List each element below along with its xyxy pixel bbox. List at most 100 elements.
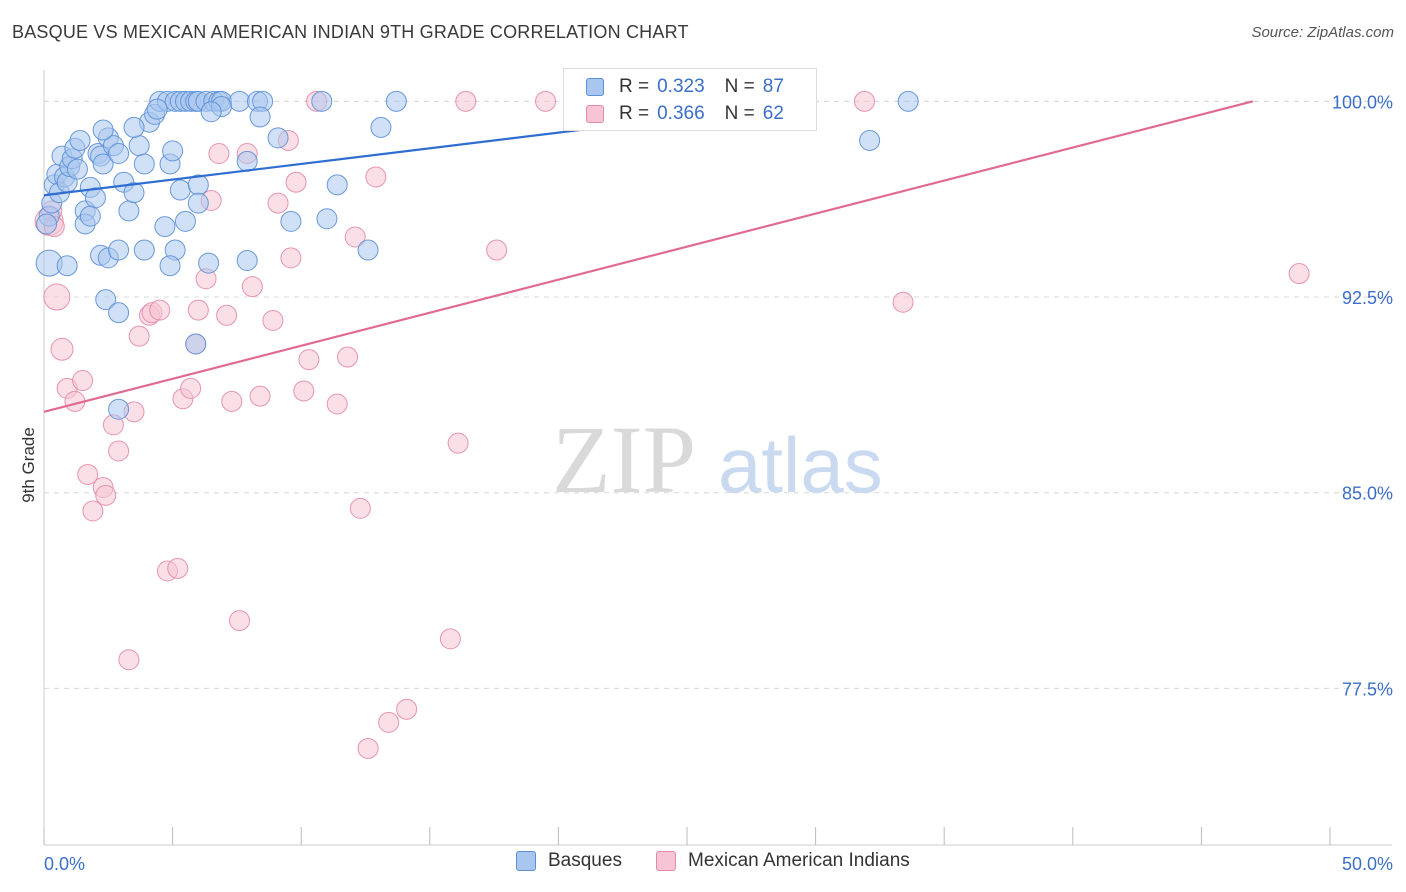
data-point [118,200,140,222]
data-point [82,500,104,522]
data-point [365,166,387,188]
data-point [447,432,469,454]
data-point [859,129,881,151]
legend-row-mexican-american-indians: R = 0.366 N = 62 [586,102,784,126]
tick-labels: 77.5% 85.0% 92.5% 100.0% 0.0% 50.0% [44,92,1393,874]
data-point [280,210,302,232]
data-point [149,299,171,321]
data-point [357,239,379,261]
legend-swatch-pink [656,851,676,871]
data-point [185,333,207,355]
data-point [128,135,150,157]
legend-swatch-blue [586,78,604,96]
source-credit: Source: ZipAtlas.com [1251,24,1394,41]
gridlines [44,100,1392,689]
legend-n-label: N = [724,76,755,97]
data-point [146,98,168,120]
data-point [77,463,99,485]
data-point [853,90,875,112]
series-legend: Basques Mexican American Indians [0,850,1406,878]
data-point [108,302,130,324]
data-point [108,143,130,165]
data-point [43,283,71,311]
data-point [133,239,155,261]
data-point [50,337,74,361]
data-point [198,252,220,274]
data-point [326,393,348,415]
data-point [316,208,338,230]
data-point [36,213,58,235]
data-point [187,192,209,214]
data-point [108,398,130,420]
y-axis-label: 9th Grade [19,427,38,503]
legend-n-label: N = [724,103,755,124]
data-point [439,628,461,650]
data-point [128,325,150,347]
data-point [221,390,243,412]
data-point [293,380,315,402]
data-point [378,711,400,733]
data-point [162,140,184,162]
data-point [108,239,130,261]
data-point [228,610,250,632]
data-point [349,497,371,519]
legend-swatch-pink [586,105,604,123]
data-point [133,153,155,175]
y-tick-label: 100.0% [1332,92,1393,112]
data-point [123,182,145,204]
data-point [79,205,101,227]
data-point [159,255,181,277]
data-point [311,90,333,112]
data-point [344,226,366,248]
data-point [92,119,114,141]
trend-line [43,100,1254,413]
data-point [486,239,508,261]
legend-r-label: R = [619,76,650,97]
x-tick-label: 50.0% [1342,854,1393,874]
y-tick-label: 77.5% [1342,679,1393,699]
data-point [72,370,94,392]
legend-row-basques: R = 0.323 N = 87 [586,75,784,99]
watermark-atlas: atlas [718,421,883,509]
data-point [208,143,230,165]
data-point [118,649,140,671]
legend-item-basques[interactable]: Basques [516,850,622,872]
data-point [123,116,145,138]
series-basques [35,90,919,420]
data-point [1288,263,1310,285]
data-point [370,116,392,138]
data-point [249,385,271,407]
data-point [180,377,202,399]
data-point [169,179,191,201]
data-point [267,192,289,214]
data-point [95,484,117,506]
data-point [298,349,320,371]
legend-r-value: 0.323 [657,76,705,97]
data-point [385,90,407,112]
legend-swatch-blue [516,851,536,871]
correlation-legend: R = 0.323 N = 87 R = 0.366 N = 62 [563,68,817,131]
data-point [892,291,914,313]
data-point [455,90,477,112]
data-point [200,101,222,123]
data-point [92,153,114,175]
legend-n-value: 87 [762,76,784,97]
data-point [285,171,307,193]
data-point [249,106,271,128]
data-point [187,299,209,321]
y-tick-label: 92.5% [1342,288,1393,308]
data-point [236,150,258,172]
data-point [167,557,189,579]
data-point [357,737,379,759]
legend-r-value: 0.366 [657,103,705,124]
data-point [336,346,358,368]
chart-title: BASQUE VS MEXICAN AMERICAN INDIAN 9TH GR… [12,22,689,42]
legend-item-mexican-american-indians[interactable]: Mexican American Indians [656,850,910,872]
watermark-zip: ZIP [552,406,696,513]
data-point [154,216,176,238]
legend-r-label: R = [619,103,650,124]
data-point [56,255,78,277]
data-point [228,90,250,112]
legend-n-value: 62 [762,103,784,124]
